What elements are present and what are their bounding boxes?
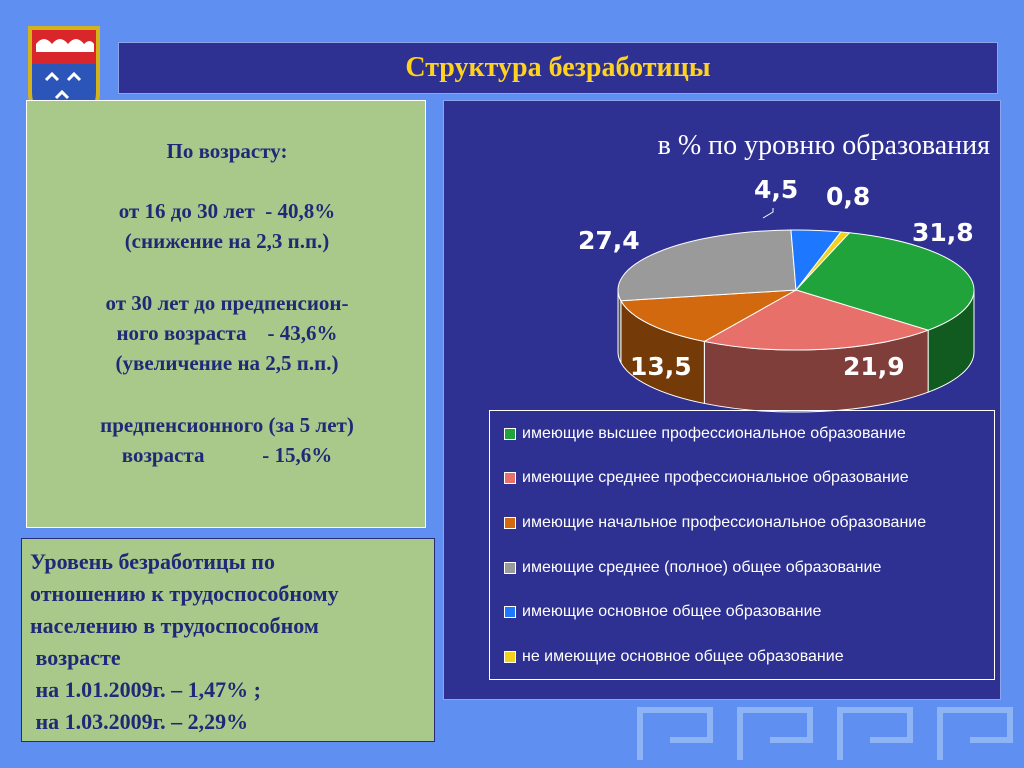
legend-item: имеющие начальное профессиональное образ… xyxy=(504,514,926,532)
unemployment-rate-panel: Уровень безработицы по отношению к трудо… xyxy=(21,538,435,742)
legend-swatch xyxy=(504,428,516,440)
pie-chart xyxy=(617,208,975,413)
rate-line: населению в трудоспособном xyxy=(30,613,319,638)
pie-slice-3 xyxy=(617,229,797,302)
legend-swatch xyxy=(504,606,516,618)
pie-value-label: 0,8 xyxy=(826,182,871,211)
legend-swatch xyxy=(504,651,516,663)
legend-label: имеющие высшее профессиональное образова… xyxy=(522,425,906,442)
legend-item: не имеющие основное общее образование xyxy=(504,648,844,666)
age-line: возраста - 15,6% xyxy=(121,443,333,467)
age-heading: По возрасту: xyxy=(166,139,288,163)
pie-value-label: 4,5 xyxy=(754,175,799,204)
leader-line xyxy=(762,208,774,219)
legend-item: имеющие среднее профессиональное образов… xyxy=(504,469,909,487)
legend-label: имеющие среднее профессиональное образов… xyxy=(522,469,909,486)
rate-line: возрасте xyxy=(30,645,121,670)
legend-swatch xyxy=(504,517,516,529)
age-line: от 30 лет до предпенсион- xyxy=(105,291,349,315)
age-line: (снижение на 2,3 п.п.) xyxy=(124,229,330,253)
pie-value-label: 13,5 xyxy=(630,352,692,381)
age-line: предпенсионного (за 5 лет) xyxy=(100,413,354,437)
legend-label: имеющие начальное профессиональное образ… xyxy=(522,514,927,531)
legend-item: имеющие высшее профессиональное образова… xyxy=(504,425,906,443)
page-title: Структура безработицы xyxy=(405,52,711,83)
pie-value-label: 27,4 xyxy=(578,226,640,255)
pie-value-label: 21,9 xyxy=(843,352,905,381)
age-line: ного возраста - 43,6% xyxy=(116,321,338,345)
rate-line: отношению к трудоспособному xyxy=(30,581,339,606)
legend-swatch xyxy=(504,562,516,574)
legend-item: имеющие среднее (полное) общее образован… xyxy=(504,559,881,577)
legend-label: не имеющие основное общее образование xyxy=(522,648,844,665)
pie-value-label: 31,8 xyxy=(912,218,974,247)
legend-label: имеющие основное общее образование xyxy=(522,603,822,620)
legend-item: имеющие основное общее образование xyxy=(504,603,821,621)
legend-label: имеющие среднее (полное) общее образован… xyxy=(522,559,882,576)
rate-line: Уровень безработицы по xyxy=(30,549,275,574)
pie-slice-2 xyxy=(620,289,797,342)
pie-slice-0 xyxy=(795,232,975,331)
background-pattern xyxy=(637,707,1013,760)
rate-line: на 1.03.2009г. – 2,29% xyxy=(30,709,249,734)
age-line: (увеличение на 2,5 п.п.) xyxy=(115,351,339,375)
pie-slice-1 xyxy=(702,289,930,351)
title-bar: Структура безработицы xyxy=(118,42,998,94)
rate-line: на 1.01.2009г. – 1,47% ; xyxy=(30,677,262,702)
chart-title: в % по уровню образования xyxy=(657,130,990,161)
age-line: от 16 до 30 лет - 40,8% xyxy=(118,199,336,223)
legend-swatch xyxy=(504,472,516,484)
pie-slice-4 xyxy=(790,229,842,292)
chart-legend: имеющие высшее профессиональное образова… xyxy=(489,410,995,680)
age-structure-panel: По возрасту: от 16 до 30 лет - 40,8% (сн… xyxy=(26,100,426,528)
